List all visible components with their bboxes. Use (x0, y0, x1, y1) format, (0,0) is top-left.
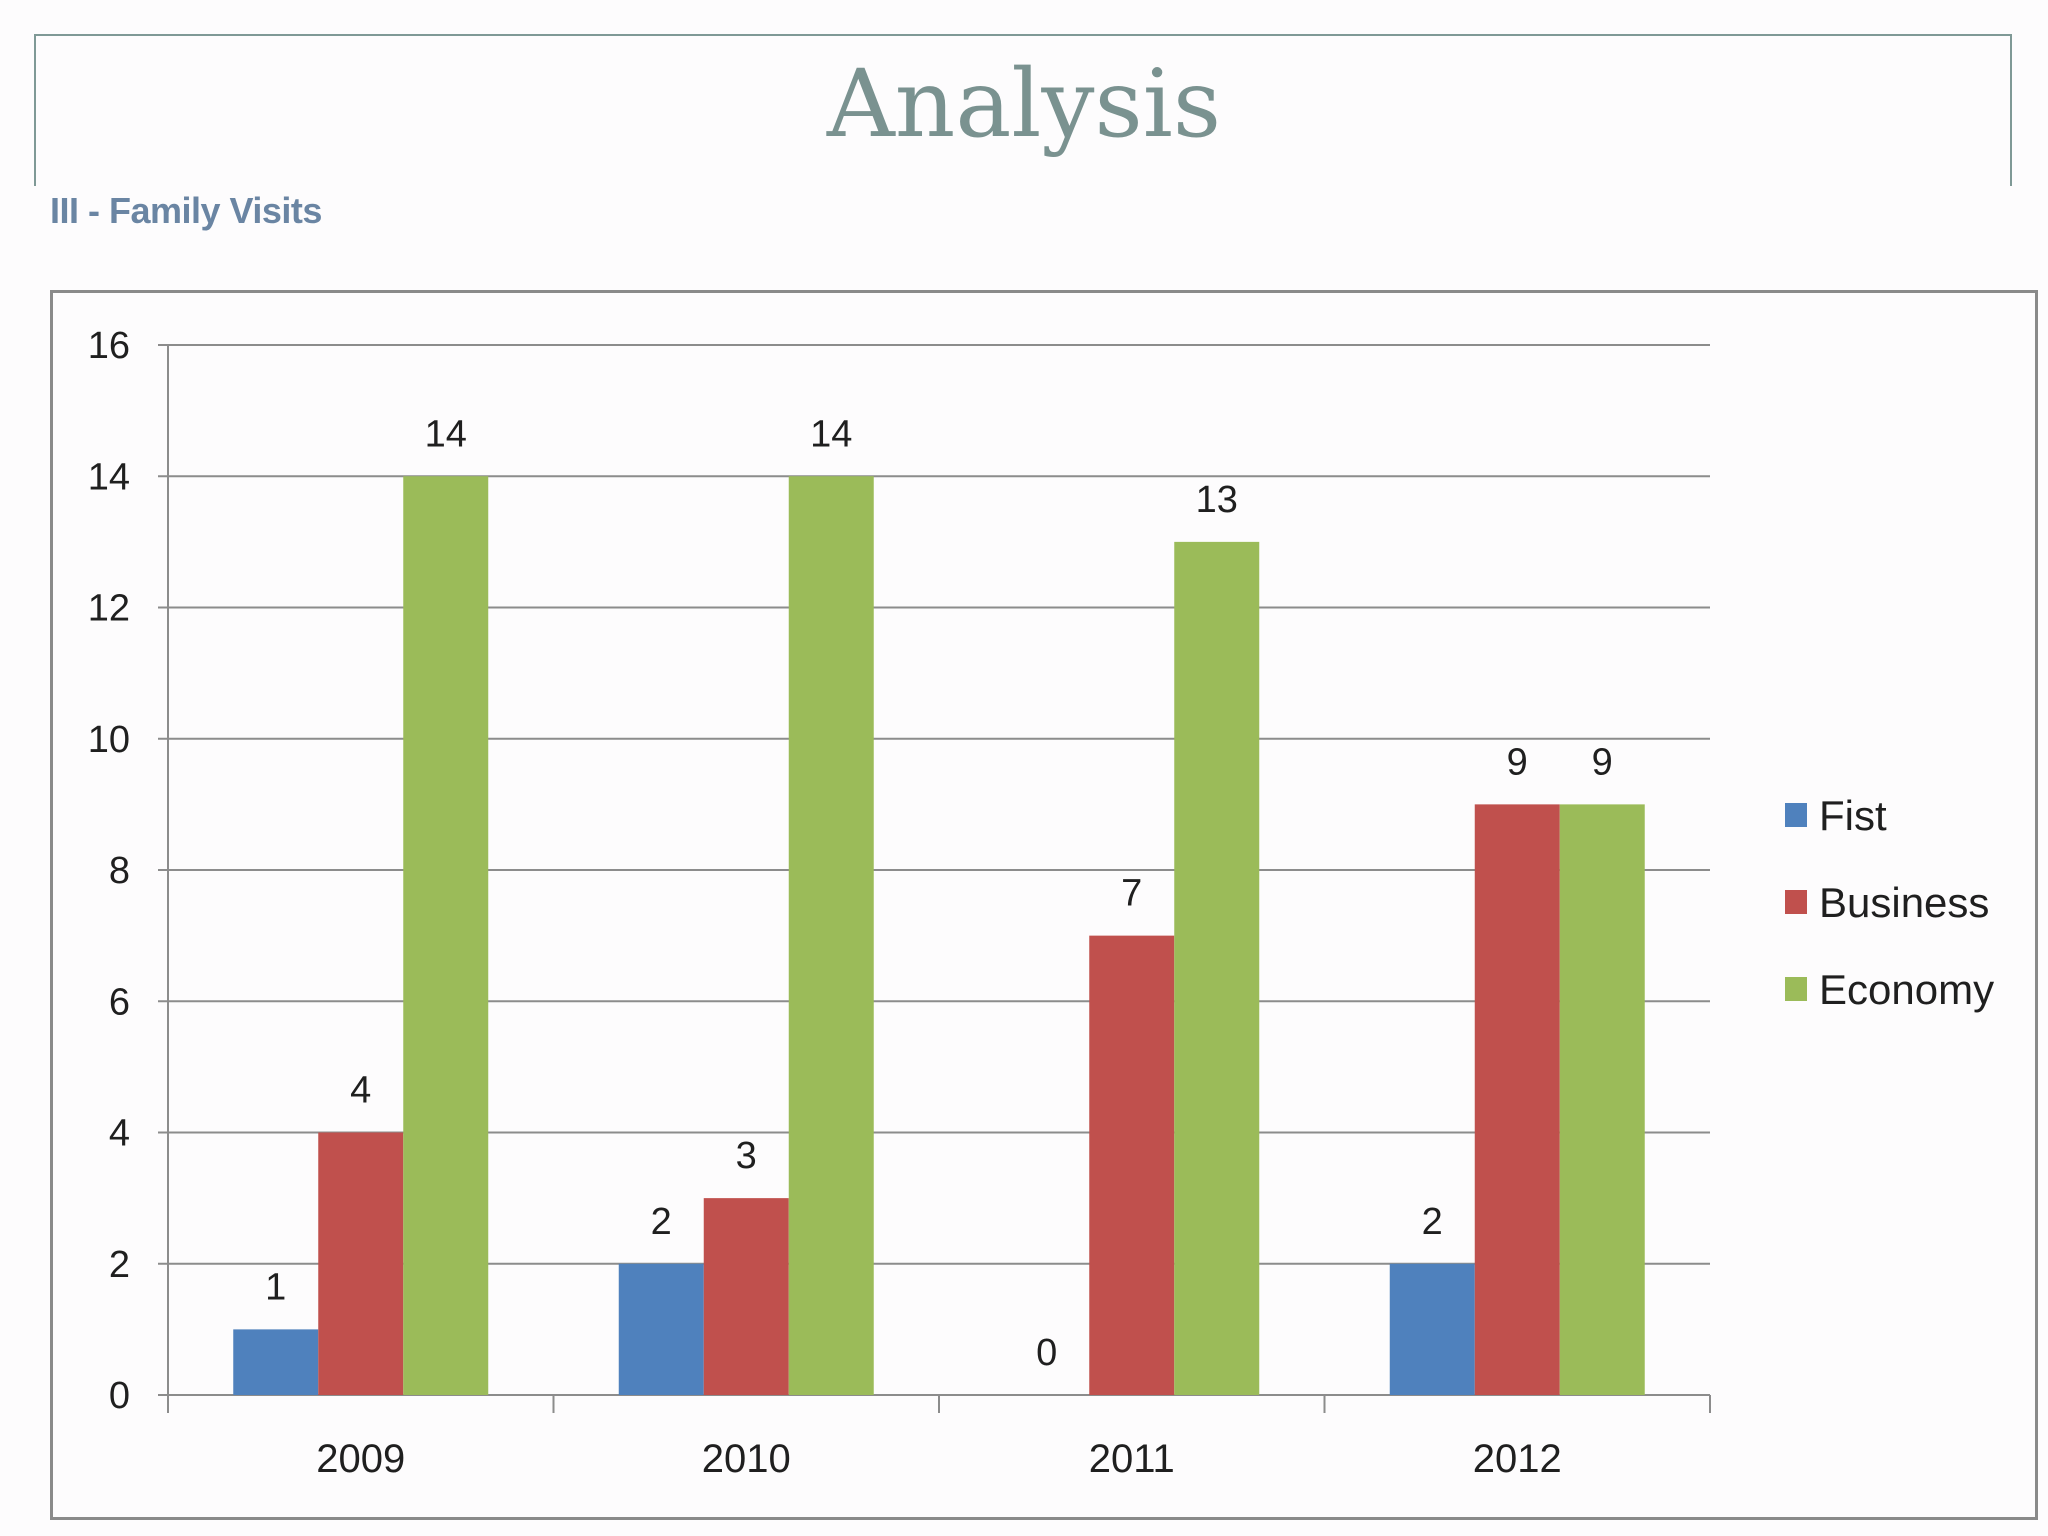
y-tick-label: 12 (88, 588, 130, 630)
x-tick-label: 2009 (316, 1437, 405, 1481)
bar-fist-2009 (233, 1329, 319, 1395)
title-frame (34, 34, 2012, 186)
y-tick-label: 0 (109, 1375, 130, 1417)
bar-business-2010 (703, 1198, 789, 1395)
bar-business-2009 (318, 1132, 404, 1395)
data-label-economy-2012: 9 (1592, 741, 1613, 783)
legend-swatch-economy (1785, 977, 1807, 1001)
data-label-business-2011: 7 (1121, 873, 1142, 915)
data-label-business-2012: 9 (1507, 741, 1528, 783)
slide-title: Analysis (826, 50, 1222, 159)
bar-business-2011 (1089, 935, 1175, 1395)
legend-label-economy: Economy (1819, 966, 1994, 1013)
data-label-business-2010: 3 (736, 1135, 757, 1177)
y-tick-label: 8 (109, 850, 130, 892)
y-tick-label: 10 (88, 719, 130, 761)
data-label-fist-2010: 2 (651, 1201, 672, 1243)
x-tick-label: 2012 (1473, 1437, 1562, 1481)
slide-subtitle: III - Family Visits (50, 190, 322, 231)
y-tick-label: 4 (109, 1113, 130, 1155)
data-label-fist-2012: 2 (1422, 1201, 1443, 1243)
legend-label-business: Business (1819, 879, 1989, 926)
x-tick-label: 2010 (702, 1437, 791, 1481)
legend-label-fist: Fist (1819, 792, 1887, 839)
data-label-economy-2011: 13 (1196, 479, 1238, 521)
bar-fist-2010 (618, 1263, 704, 1395)
data-label-fist-2009: 1 (265, 1266, 286, 1308)
bar-fist-2012 (1389, 1263, 1475, 1395)
y-tick-label: 14 (88, 456, 130, 498)
bar-economy-2011 (1174, 541, 1260, 1395)
data-label-economy-2010: 14 (810, 413, 852, 455)
data-label-economy-2009: 14 (425, 413, 467, 455)
y-tick-label: 6 (109, 981, 130, 1023)
y-tick-label: 16 (88, 325, 130, 367)
legend-swatch-fist (1785, 803, 1807, 827)
data-label-fist-2011: 0 (1036, 1332, 1057, 1374)
bar-economy-2010 (788, 476, 874, 1395)
data-label-business-2009: 4 (350, 1070, 371, 1112)
y-tick-label: 2 (109, 1244, 130, 1286)
bar-business-2012 (1474, 804, 1560, 1395)
x-tick-label: 2011 (1089, 1437, 1175, 1481)
bar-economy-2012 (1559, 804, 1645, 1395)
bar-economy-2009 (403, 476, 489, 1395)
legend-swatch-business (1785, 890, 1807, 914)
